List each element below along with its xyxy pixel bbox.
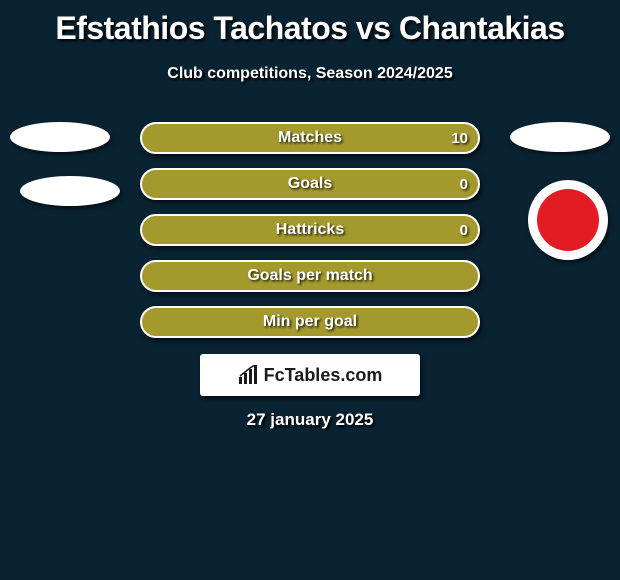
brand-text: FcTables.com [238, 365, 383, 386]
bar-value: 0 [460, 214, 468, 246]
club-badge-inner [537, 189, 599, 251]
bar-label: Goals [140, 168, 480, 200]
bar-value: 0 [460, 168, 468, 200]
subtitle: Club competitions, Season 2024/2025 [0, 65, 620, 83]
ellipse-icon [510, 122, 610, 152]
bar-row: Min per goal [140, 306, 480, 338]
bar-label: Matches [140, 122, 480, 154]
bar-row: Goals per match [140, 260, 480, 292]
bar-chart-icon [238, 365, 258, 385]
bar-label: Goals per match [140, 260, 480, 292]
player-left-avatar-1 [10, 122, 110, 152]
bar-label: Hattricks [140, 214, 480, 246]
ellipse-icon [10, 122, 110, 152]
player-right-avatar [510, 122, 610, 152]
ellipse-icon [20, 176, 120, 206]
player-left-avatar-2 [20, 176, 120, 206]
club-badge [528, 180, 608, 260]
bar-label: Min per goal [140, 306, 480, 338]
bar-row: Matches10 [140, 122, 480, 154]
brand-box: FcTables.com [200, 354, 420, 396]
bar-row: Hattricks0 [140, 214, 480, 246]
date-text: 27 january 2025 [0, 410, 620, 430]
comparison-chart: Matches10Goals0Hattricks0Goals per match… [140, 122, 480, 352]
bar-value: 10 [451, 122, 468, 154]
bar-row: Goals0 [140, 168, 480, 200]
page-title: Efstathios Tachatos vs Chantakias [0, 0, 620, 47]
brand-label: FcTables.com [264, 365, 383, 386]
